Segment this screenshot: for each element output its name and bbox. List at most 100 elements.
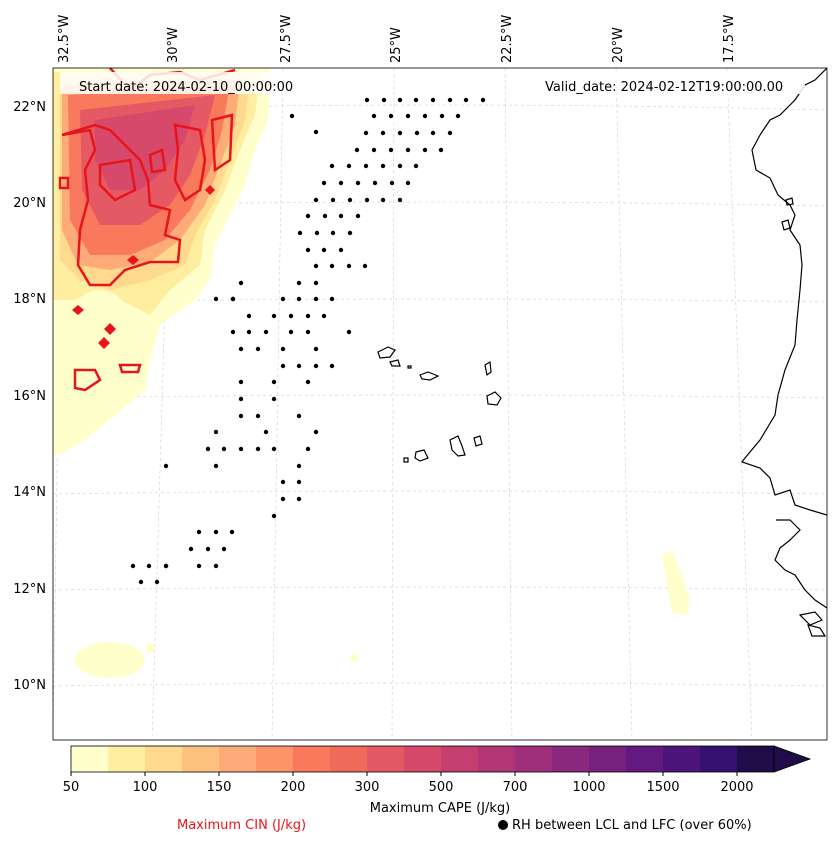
lat-label: 22°N	[13, 100, 46, 115]
rh-dot	[372, 180, 378, 186]
rh-dot	[163, 463, 169, 469]
colorbar-swatch	[182, 746, 220, 772]
colorbar-swatch	[71, 746, 109, 772]
rh-dot	[330, 197, 336, 203]
rh-dot	[238, 346, 244, 352]
colorbar-swatch	[737, 746, 775, 772]
rh-dot	[363, 163, 369, 169]
colorbar-swatch	[108, 746, 146, 772]
colorbar-swatch	[404, 746, 442, 772]
rh-dot	[329, 263, 335, 269]
rh-dot	[313, 363, 319, 369]
rh-dot	[405, 113, 411, 119]
rh-dot	[221, 546, 227, 552]
rh-dot	[205, 446, 211, 452]
rh-dot	[413, 97, 419, 103]
colorbar-tick-label: 2000	[720, 780, 753, 795]
rh-dot	[313, 296, 319, 302]
rh-dot	[397, 97, 403, 103]
colorbar-swatch	[515, 746, 553, 772]
rh-dot	[238, 396, 244, 402]
rh-dot	[221, 446, 227, 452]
coastline	[741, 68, 827, 637]
rh-dot	[363, 130, 369, 136]
lat-label: 14°N	[13, 485, 46, 500]
lon-label: 32.5°W	[57, 15, 72, 63]
rh-dot	[205, 546, 211, 552]
rh-dot	[414, 130, 420, 136]
rh-dot	[380, 130, 386, 136]
rh-dot	[305, 446, 311, 452]
rh-dot	[346, 263, 352, 269]
colorbar-swatch	[219, 746, 257, 772]
rh-dot	[438, 147, 444, 153]
rh-dot	[271, 513, 277, 519]
start-date-label: Start date: 2024-02-10_00:00:00	[79, 80, 293, 95]
rh-dot	[213, 529, 219, 535]
rh-dot	[271, 379, 277, 385]
lat-label: 20°N	[13, 196, 46, 211]
rh-legend-label: RH between LCL and LFC (over 60%)	[512, 818, 752, 833]
colorbar-extend-arrow	[773, 745, 812, 773]
colorbar-tick-label: 1000	[572, 780, 605, 795]
rh-dot	[229, 529, 235, 535]
rh-dot	[364, 97, 370, 103]
rh-dot	[213, 296, 219, 302]
rh-dot	[255, 346, 261, 352]
rh-dot	[296, 479, 302, 485]
rh-dot	[321, 180, 327, 186]
rh-dot	[388, 113, 394, 119]
rh-dot	[313, 346, 319, 352]
rh-dot	[188, 546, 194, 552]
latitude-labels: 22°N 20°N 18°N 16°N 14°N 12°N 10°N	[13, 100, 46, 693]
rh-dot	[163, 563, 169, 569]
rh-dots	[130, 97, 486, 585]
rh-dot	[405, 147, 411, 153]
rh-dot	[321, 247, 327, 253]
rh-dot	[338, 180, 344, 186]
colorbar-swatch	[145, 746, 183, 772]
rh-dot	[296, 463, 302, 469]
rh-dot	[196, 563, 202, 569]
colorbar-tick-label: 700	[503, 780, 528, 795]
rh-dot	[397, 163, 403, 169]
rh-dot	[213, 429, 219, 435]
rh-dot	[154, 579, 160, 585]
rh-dot	[422, 147, 428, 153]
lon-label: 25°W	[389, 27, 404, 63]
rh-dot	[371, 147, 377, 153]
rh-dot	[305, 379, 311, 385]
lat-label: 16°N	[13, 389, 46, 404]
rh-dot-icon	[498, 820, 508, 830]
rh-dot	[238, 446, 244, 452]
rh-dot	[296, 296, 302, 302]
rh-legend: RH between LCL and LFC (over 60%)	[498, 818, 752, 833]
colorbar-tick-label: 100	[133, 780, 158, 795]
rh-dot	[380, 163, 386, 169]
rh-dot	[430, 97, 436, 103]
lat-label: 10°N	[13, 678, 46, 693]
rh-dot	[329, 163, 335, 169]
rh-dot	[280, 479, 286, 485]
rh-dot	[354, 147, 360, 153]
rh-dot	[288, 329, 294, 335]
rh-dot	[329, 363, 335, 369]
rh-dot	[313, 129, 319, 135]
rh-dot	[338, 213, 344, 219]
colorbar-title: Maximum CAPE (J/kg)	[369, 801, 511, 816]
lat-label: 18°N	[13, 292, 46, 307]
valid-date-label: Valid_date: 2024-02-12T19:00:00.00	[545, 80, 783, 95]
rh-dot	[305, 313, 311, 319]
rh-dot	[362, 263, 368, 269]
colorbar-swatch	[367, 746, 405, 772]
rh-dot	[296, 496, 302, 502]
rh-dot	[405, 180, 411, 186]
rh-dot	[447, 130, 453, 136]
colorbar-swatch	[330, 746, 368, 772]
map-border	[52, 67, 828, 741]
rh-dot	[280, 496, 286, 502]
rh-dot	[280, 346, 286, 352]
islands	[377, 346, 502, 463]
lon-label: 17.5°W	[722, 15, 737, 63]
lon-label: 20°W	[611, 27, 626, 63]
